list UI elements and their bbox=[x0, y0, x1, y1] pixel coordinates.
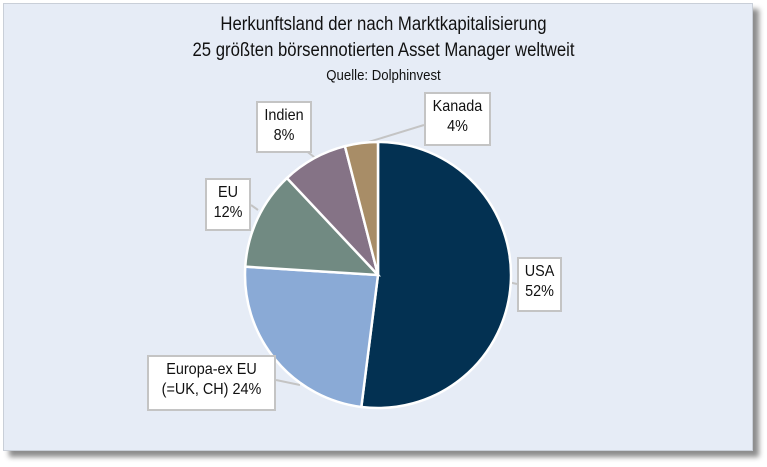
pie-slice-usa bbox=[359, 140, 513, 410]
label-eu: EU 12% bbox=[205, 178, 251, 231]
label-usa: USA 52% bbox=[517, 257, 562, 312]
chart-title-line1: Herkunftsland der nach Marktkapitalisier… bbox=[220, 14, 547, 35]
chart-subtitle: Quelle: Dolphinvest bbox=[326, 67, 441, 84]
label-europa-ex-eu: Europa-ex EU (=UK, CH) 24% bbox=[147, 355, 276, 411]
leader-line-eu bbox=[250, 204, 259, 211]
pie-slice-kanada bbox=[343, 140, 380, 276]
leader-line-kanada bbox=[361, 124, 425, 145]
chart-title-line2: 25 größten börsennotierten Asset Manager… bbox=[192, 40, 575, 61]
label-kanada: Kanada 4% bbox=[424, 92, 491, 146]
pie-slice-eu bbox=[243, 176, 382, 277]
label-indien: Indien 8% bbox=[256, 101, 312, 153]
leader-line-europa-ex-eu bbox=[275, 379, 301, 386]
